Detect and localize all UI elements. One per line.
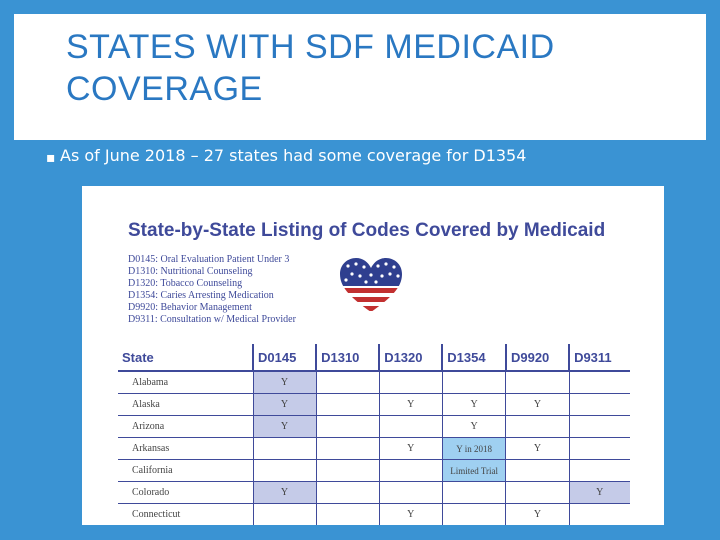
state-cell: California xyxy=(118,459,253,482)
table-row: California Limited Trial xyxy=(118,459,630,482)
col-header-d9920: D9920 xyxy=(504,344,570,372)
flag-heart-icon xyxy=(340,258,402,312)
code-cell xyxy=(505,371,570,394)
bullet-text: As of June 2018 – 27 states had some cov… xyxy=(60,146,527,165)
legend-item: D1354: Caries Arresting Medication xyxy=(128,290,274,301)
state-cell: Connecticut xyxy=(118,503,253,525)
table-row: Alabama Y xyxy=(118,371,630,394)
code-cell xyxy=(378,459,443,482)
code-cell xyxy=(315,481,380,504)
slide-title-line2: COVERAGE xyxy=(66,70,263,108)
col-header-d1354: D1354 xyxy=(441,344,506,372)
code-cell-highlight: Limited Trial xyxy=(441,459,506,482)
code-cell xyxy=(315,415,380,438)
code-cell-highlight: Y in 2018 xyxy=(441,437,506,460)
code-cell xyxy=(505,415,570,438)
code-cell: Y xyxy=(252,415,317,438)
code-cell: Y xyxy=(378,437,443,460)
code-cell xyxy=(252,437,317,460)
table-row: Connecticut Y Y xyxy=(118,503,630,525)
code-legend: D0145: Oral Evaluation Patient Under 3 D… xyxy=(128,254,296,326)
code-cell xyxy=(505,459,570,482)
code-cell: Y xyxy=(378,503,443,525)
table-row: Arizona Y Y xyxy=(118,415,630,438)
code-cell: Y xyxy=(441,415,506,438)
table-row: Colorado Y Y xyxy=(118,481,630,504)
code-cell xyxy=(252,459,317,482)
code-cell: Y xyxy=(378,393,443,416)
slide-title-line1: STATES WITH SDF MEDICAID xyxy=(66,28,555,66)
code-cell xyxy=(315,371,380,394)
legend-item: D0145: Oral Evaluation Patient Under 3 xyxy=(128,254,290,265)
slide-title: STATES WITH SDF MEDICAID COVERAGE xyxy=(66,26,666,110)
right-border xyxy=(706,14,720,540)
code-cell xyxy=(568,415,630,438)
bottom-border xyxy=(0,525,720,540)
table-row: Arkansas Y Y in 2018 Y xyxy=(118,437,630,460)
left-border xyxy=(0,14,14,540)
code-cell xyxy=(568,503,630,525)
legend-item: D1310: Nutritional Counseling xyxy=(128,266,253,277)
title-panel xyxy=(14,14,706,140)
state-cell: Colorado xyxy=(118,481,253,504)
code-cell: Y xyxy=(252,481,317,504)
code-cell xyxy=(315,503,380,525)
code-cell xyxy=(315,459,380,482)
code-cell: Y xyxy=(252,371,317,394)
table-header-row: State D0145 D1310 D1320 D1354 D9920 D931… xyxy=(118,344,630,372)
code-cell xyxy=(378,481,443,504)
code-cell xyxy=(568,459,630,482)
col-header-d9311: D9311 xyxy=(568,344,630,372)
code-cell xyxy=(378,371,443,394)
code-cell xyxy=(441,503,506,525)
top-border xyxy=(0,0,720,14)
col-header-d1310: D1310 xyxy=(315,344,380,372)
col-header-d0145: D0145 xyxy=(251,344,317,372)
code-cell xyxy=(568,393,630,416)
state-cell: Arkansas xyxy=(118,437,253,460)
code-cell: Y xyxy=(441,393,506,416)
col-header-state: State xyxy=(118,344,253,372)
code-cell: Y xyxy=(505,503,570,525)
code-cell xyxy=(378,415,443,438)
state-cell: Alaska xyxy=(118,393,253,416)
code-cell xyxy=(505,481,570,504)
code-cell: Y xyxy=(505,393,570,416)
state-cell: Alabama xyxy=(118,371,253,394)
figure-title: State-by-State Listing of Codes Covered … xyxy=(128,220,606,241)
code-cell xyxy=(441,481,506,504)
state-cell: Arizona xyxy=(118,415,253,438)
legend-item: D9311: Consultation w/ Medical Provider xyxy=(128,314,296,325)
code-cell xyxy=(568,371,630,394)
table-row: Alaska Y Y Y Y xyxy=(118,393,630,416)
col-header-d1320: D1320 xyxy=(378,344,443,372)
codes-table: State D0145 D1310 D1320 D1354 D9920 D931… xyxy=(118,344,630,525)
code-cell: Y xyxy=(568,481,630,504)
code-cell: Y xyxy=(252,393,317,416)
code-cell xyxy=(568,437,630,460)
code-cell xyxy=(441,371,506,394)
code-cell: Y xyxy=(505,437,570,460)
medicaid-table-figure: State-by-State Listing of Codes Covered … xyxy=(82,186,664,525)
code-cell xyxy=(315,393,380,416)
code-cell xyxy=(252,503,317,525)
bullet-icon: ▪ xyxy=(46,150,56,166)
legend-item: D9920: Behavior Management xyxy=(128,302,252,313)
code-cell xyxy=(315,437,380,460)
legend-item: D1320: Tobacco Counseling xyxy=(128,278,243,289)
